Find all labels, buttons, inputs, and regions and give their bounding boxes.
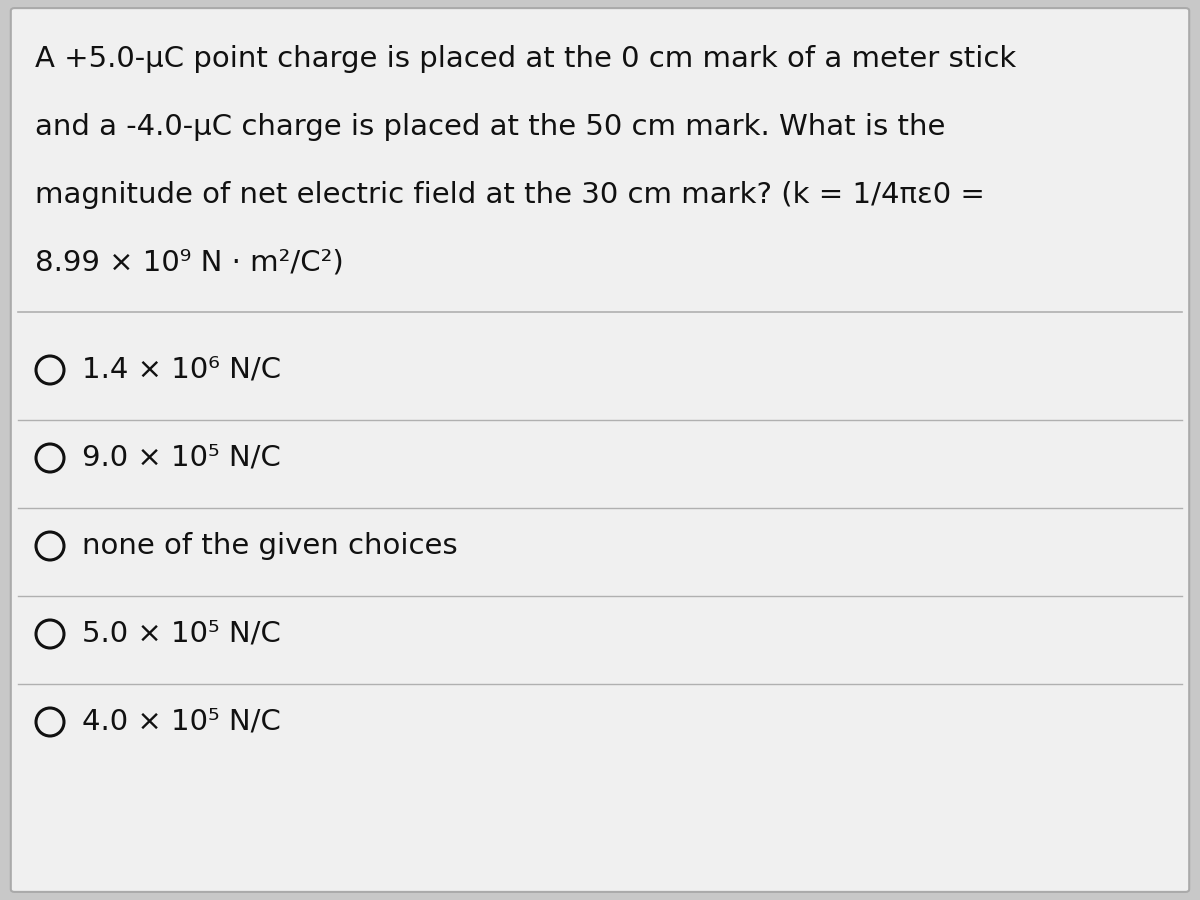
Text: 5.0 × 10⁵ N/C: 5.0 × 10⁵ N/C: [82, 620, 281, 648]
Text: A +5.0-μC point charge is placed at the 0 cm mark of a meter stick: A +5.0-μC point charge is placed at the …: [35, 45, 1016, 73]
Text: and a -4.0-μC charge is placed at the 50 cm mark. What is the: and a -4.0-μC charge is placed at the 50…: [35, 113, 946, 141]
Text: 8.99 × 10⁹ N · m²/C²): 8.99 × 10⁹ N · m²/C²): [35, 249, 343, 277]
Text: 1.4 × 10⁶ N/C: 1.4 × 10⁶ N/C: [82, 356, 281, 384]
Text: none of the given choices: none of the given choices: [82, 532, 457, 560]
Text: 4.0 × 10⁵ N/C: 4.0 × 10⁵ N/C: [82, 708, 281, 736]
Text: 9.0 × 10⁵ N/C: 9.0 × 10⁵ N/C: [82, 444, 281, 472]
Text: magnitude of net electric field at the 30 cm mark? (k = 1/4πε0 =: magnitude of net electric field at the 3…: [35, 181, 985, 209]
